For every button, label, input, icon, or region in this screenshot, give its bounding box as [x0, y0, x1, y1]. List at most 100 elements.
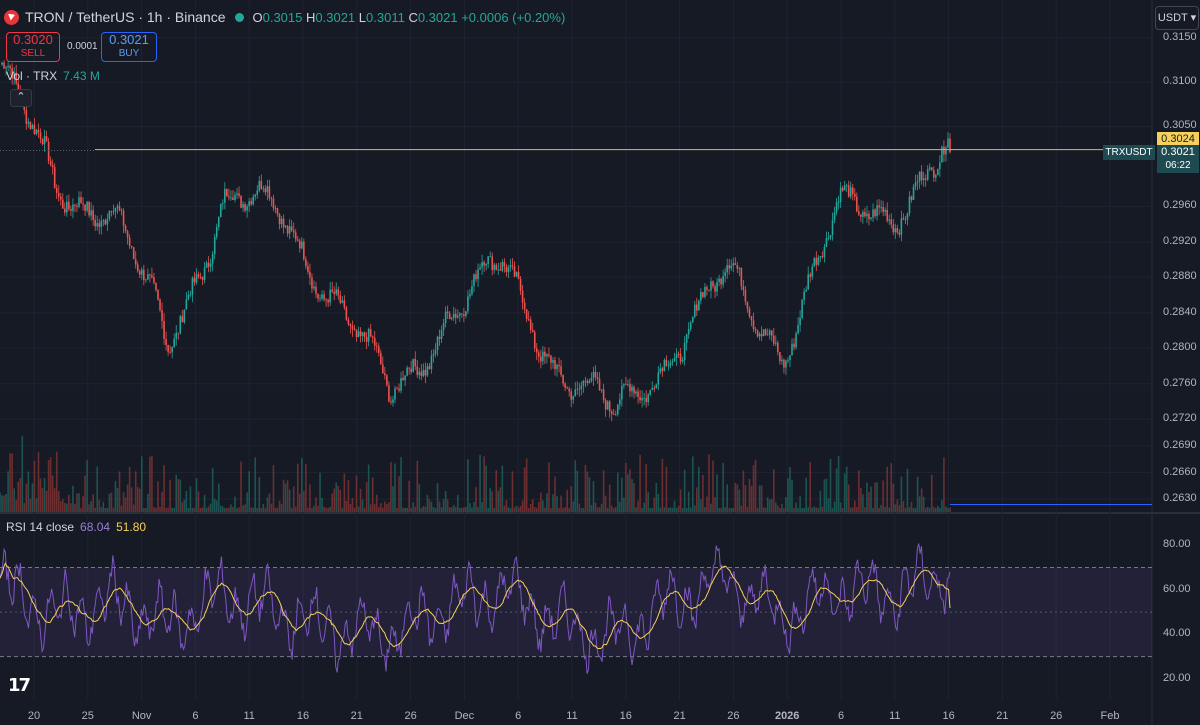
volume-bar: [809, 462, 812, 512]
candle-body: [815, 258, 818, 265]
candle-body: [268, 186, 271, 199]
candle-body: [100, 220, 103, 227]
candle-body: [521, 290, 524, 303]
volume-bar: [80, 507, 82, 512]
candle-body: [203, 267, 206, 280]
buy-button[interactable]: 0.3021 BUY: [101, 32, 157, 62]
volume-bar: [764, 507, 767, 512]
volume-bar: [770, 498, 773, 512]
candle-body: [710, 281, 712, 291]
volume-bar: [714, 497, 716, 512]
candle-body: [507, 267, 510, 272]
candle-body: [173, 338, 176, 347]
volume-bar: [343, 473, 346, 512]
candle-body: [598, 378, 601, 391]
volume-bar: [382, 507, 384, 512]
tradingview-logo-icon[interactable]: 17: [8, 675, 31, 696]
candle-body: [130, 245, 133, 248]
candle-body: [562, 375, 564, 384]
volume-bar: [199, 508, 202, 512]
volume-bar: [606, 507, 609, 512]
candle-body: [345, 307, 348, 320]
volume-bar: [35, 498, 38, 512]
candle-body: [410, 368, 412, 372]
candle-body: [479, 267, 481, 270]
candle-body: [64, 208, 66, 213]
volume-bar: [430, 501, 433, 512]
volume-bar: [398, 476, 400, 512]
time-tick-label: 21: [673, 710, 686, 722]
volume-bar: [623, 497, 625, 512]
candle-body: [825, 238, 828, 247]
candle-body: [33, 124, 36, 134]
candle-body: [491, 256, 494, 271]
candle-body: [43, 136, 46, 145]
candle-body: [677, 353, 680, 355]
candle-body: [720, 278, 722, 285]
rsi-ma-value: 51.80: [116, 520, 147, 534]
volume-bar: [238, 507, 240, 512]
open-value: 0.3015: [262, 9, 303, 25]
volume-bar: [0, 492, 1, 512]
volume-bar: [789, 467, 791, 512]
rsi-legend[interactable]: RSI 14 close 68.04 51.80: [6, 520, 146, 534]
candle-body: [414, 358, 417, 367]
candle-body: [189, 294, 192, 296]
volume-bar: [254, 457, 257, 512]
currency-select[interactable]: USDT ▾: [1155, 6, 1199, 30]
price-tick-label: 0.2920: [1163, 234, 1197, 247]
rsi-ma-line: [0, 562, 951, 650]
volume-bar: [598, 507, 601, 512]
volume-bar: [894, 504, 897, 512]
candle-body: [175, 332, 178, 339]
volume-bar: [904, 507, 907, 512]
volume-bar: [926, 506, 929, 512]
candle-body: [369, 329, 372, 337]
candle-body: [452, 313, 455, 318]
candle-body: [311, 277, 313, 289]
candle-body: [671, 361, 674, 363]
volume-bar: [309, 484, 311, 512]
volume-bar: [341, 507, 344, 512]
volume-bar: [667, 507, 670, 512]
volume-bar: [712, 460, 714, 512]
candle-body: [402, 378, 404, 381]
candle-body: [791, 343, 793, 356]
candle-body: [367, 329, 370, 342]
sell-button[interactable]: 0.3020 SELL: [6, 32, 60, 62]
volume-bar: [242, 505, 244, 512]
market-open-dot-icon: [235, 12, 245, 22]
candle-body: [732, 263, 735, 266]
volume-bar: [270, 503, 273, 512]
volume-bar: [744, 485, 747, 512]
symbol-header[interactable]: TRON / TetherUS · 1h · Binance O0.3015 H…: [4, 6, 565, 28]
volume-legend[interactable]: Vol · TRX 7.43 M: [6, 69, 100, 83]
candle-body: [114, 207, 117, 212]
candle-body: [920, 171, 923, 181]
candle-body: [193, 277, 196, 283]
candle-body: [331, 289, 333, 292]
volume-bar: [104, 507, 107, 512]
volume-bar: [604, 495, 607, 512]
candle-body: [503, 262, 506, 267]
price-tick-label: 0.2660: [1163, 465, 1197, 478]
candle-body: [258, 180, 261, 191]
candle-body: [163, 321, 165, 339]
candle-body: [108, 211, 111, 219]
symbol-title[interactable]: TRON / TetherUS · 1h · Binance: [25, 9, 226, 25]
candle-body: [386, 375, 388, 386]
candle-body: [497, 269, 500, 271]
volume-bar: [248, 471, 250, 512]
volume-bar: [588, 477, 591, 512]
volume-bar: [635, 507, 637, 512]
volume-bar: [37, 452, 40, 512]
price-tick-label: 0.3100: [1163, 75, 1197, 88]
candle-body: [726, 265, 728, 273]
chevron-up-icon[interactable]: ⌃: [10, 89, 32, 107]
volume-bar: [928, 507, 931, 512]
volume-bar: [301, 458, 303, 512]
volume-bar: [147, 493, 149, 512]
candle-body: [284, 225, 287, 228]
volume-bar: [327, 507, 329, 512]
